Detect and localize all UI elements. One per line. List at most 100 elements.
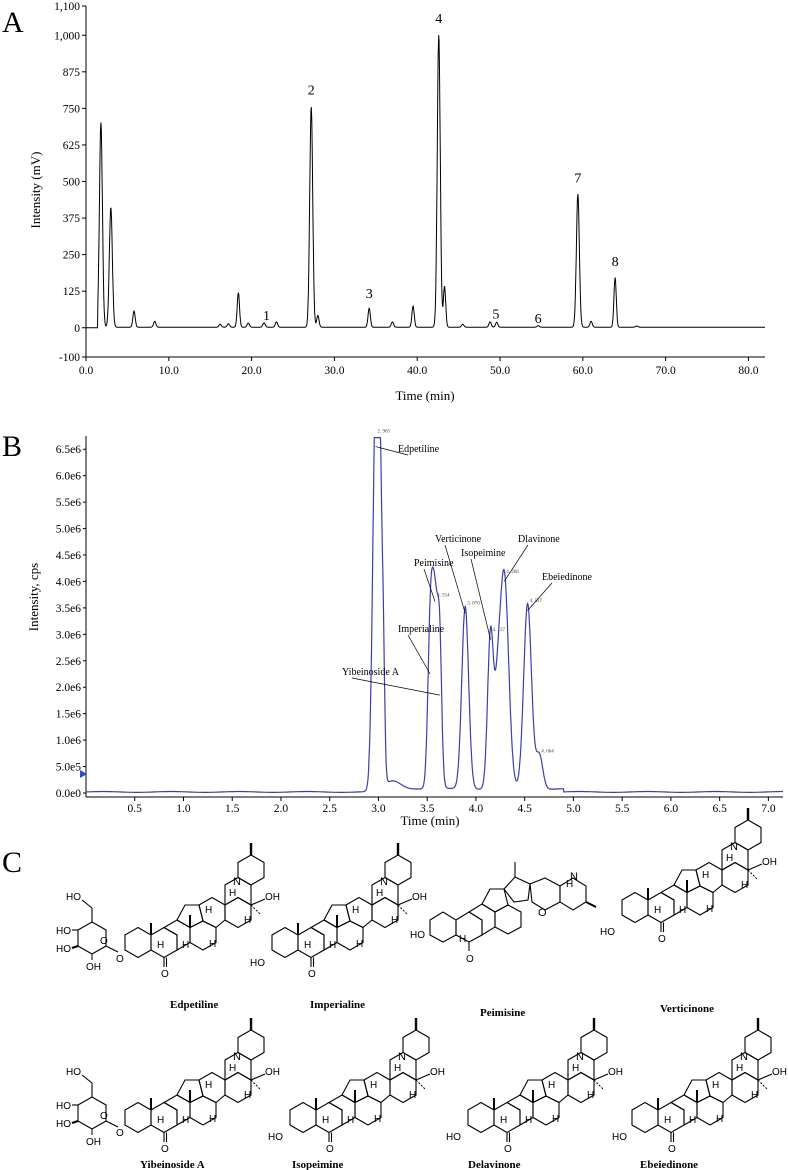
chart-b-annotation-leader — [527, 582, 553, 611]
structure-label-yibeinoside-a: Yibeinoside A — [140, 1159, 205, 1170]
chart-b-xtick-label: 3.0 — [371, 803, 386, 815]
chart-a-xtick-label: 60.0 — [573, 365, 593, 377]
chart-b-annotation-leader — [423, 568, 436, 602]
chart-b-xtick-label: 4.5 — [517, 803, 532, 815]
svg-text:N: N — [570, 871, 578, 883]
chart-b-annotation-label: Edpetiline — [398, 444, 440, 455]
chart-a-ytick-label: 625 — [63, 140, 81, 152]
structure-imperialine: HO Imperialine — [250, 841, 429, 1011]
chart-b-annotation-label: Dlavinone — [518, 534, 560, 545]
chart-b-xtick-label: 7.0 — [761, 803, 776, 815]
svg-text:HO: HO — [250, 958, 265, 969]
chart-b-xtick-label: 3.5 — [420, 803, 435, 815]
structure-edpetiline: O Edpetiline — [55, 841, 282, 1011]
chart-a-peak-label: 3 — [366, 287, 373, 302]
chart-b-ylabel: Intensity, cps — [26, 563, 41, 631]
chart-a-peak-label: 8 — [612, 255, 619, 270]
chart-a-xtick-label: 50.0 — [490, 365, 510, 377]
svg-text:HO: HO — [268, 1132, 283, 1143]
structure-verticinone: HO Verticinone — [600, 806, 779, 1015]
svg-text:O: O — [116, 1128, 124, 1139]
chart-b-peak-time: 3. 554 — [437, 594, 450, 599]
chart-b-annotation-leader — [470, 558, 491, 640]
chart-b-peak-time: 3. 870 — [467, 602, 480, 607]
chart-b-annotation-label: Isopeimine — [461, 548, 506, 559]
chart-b-annotation-leader — [351, 677, 440, 696]
svg-text:HO: HO — [410, 930, 425, 941]
chart-a-xtick-label: 40.0 — [407, 365, 427, 377]
chart-a-peak-label: 7 — [574, 171, 581, 186]
chart-b-ytick-label: 4.5e6 — [56, 550, 81, 562]
svg-text:H: H — [566, 879, 573, 890]
structure-label-isopeimine: Isopeimine — [292, 1159, 343, 1170]
structure-label-verticinone: Verticinone — [660, 1003, 714, 1015]
chart-a-ytick-label: 875 — [63, 67, 81, 79]
chart-b: 0.0e0 5.0e5 1.0e6 1.5e6 2.0e6 2.5e6 3.0e6 3.5e6… — [26, 430, 783, 828]
chart-b-annotation-label: Imperialine — [398, 624, 445, 635]
chart-b-ytick-label: 5.0e5 — [56, 762, 81, 774]
panel-label-b: B — [2, 430, 22, 463]
structure-label-delavinone: Delavinone — [468, 1159, 521, 1170]
chart-a-xtick-label: 80.0 — [738, 365, 758, 377]
structure-label-imperialine: Imperialine — [310, 999, 365, 1011]
chart-b-xtick-label: 1.0 — [176, 803, 191, 815]
structure-label-ebeiedinone: Ebeiedinone — [640, 1159, 698, 1170]
chart-a-ytick-label: 250 — [63, 250, 81, 262]
structure-ebeiedinone: HO Ebeiedinone — [612, 1016, 788, 1170]
chart-a-peak-label: 6 — [535, 312, 542, 327]
chart-b-annotation-leader — [503, 544, 529, 582]
chart-b-y-marker — [80, 770, 87, 778]
chart-a-ytick-label: -100 — [59, 352, 80, 364]
chart-a-peak-label: 5 — [492, 307, 499, 322]
chart-a-ytick-label: 375 — [63, 213, 81, 225]
chart-b-peak-time: 4. 137 — [493, 628, 506, 633]
chart-a-ytick-label: 1,100 — [54, 1, 80, 13]
chart-b-annotation-leader — [407, 634, 431, 675]
chart-a-trace — [86, 35, 765, 329]
chart-a-peak-label: 1 — [263, 309, 270, 324]
structure-isopeimine: HO Isopeimine — [268, 1016, 447, 1170]
chart-b-xtick-label: 1.5 — [225, 803, 240, 815]
svg-text:HO: HO — [600, 927, 615, 938]
chart-b-ytick-label: 6.5e6 — [56, 444, 81, 456]
chart-a-ytick-label: 1,000 — [54, 30, 80, 42]
chart-b-ytick-label: 2.0e6 — [56, 682, 81, 694]
chart-b-ytick-label: 6.0e6 — [56, 471, 81, 483]
chart-a-xtick-label: 30.0 — [324, 365, 344, 377]
chart-b-xtick-label: 4.0 — [469, 803, 484, 815]
chart-b-annotation-label: Ebeiedinone — [542, 572, 593, 583]
svg-text:O: O — [466, 954, 474, 965]
chart-b-trace — [86, 437, 783, 793]
chart-b-xtick-label: 5.0 — [566, 803, 581, 815]
chart-b-annotation-label: Peimisine — [414, 558, 454, 569]
structure-delavinone: HO Delavinone — [446, 1016, 625, 1170]
chart-a-peak-label: 4 — [435, 12, 442, 27]
chart-b-xtick-label: 6.0 — [664, 803, 679, 815]
chart-a-xtick-label: 10.0 — [159, 365, 179, 377]
chart-a-ytick-label: 0 — [74, 323, 80, 335]
chart-b-xtick-label: 6.5 — [712, 803, 727, 815]
chart-a-ytick-label: 500 — [63, 177, 81, 189]
chart-a-ytick-label: 125 — [63, 286, 81, 298]
chart-b-ytick-label: 0.0e0 — [56, 788, 81, 800]
chart-b-peak-time: 4. 664 — [541, 750, 554, 755]
svg-text:H: H — [459, 934, 466, 945]
chart-a-xtick-label: 70.0 — [656, 365, 676, 377]
svg-text:HO: HO — [612, 1132, 627, 1143]
svg-text:O: O — [116, 954, 124, 965]
chart-a-xtick-label: 20.0 — [242, 365, 262, 377]
chart-b-annotation-leader — [375, 446, 409, 456]
chart-b-xtick-label: 2.0 — [274, 803, 289, 815]
chart-b-xlabel: Time (min) — [400, 813, 459, 828]
chart-b-ytick-label: 3.0e6 — [56, 629, 81, 641]
chart-b-ytick-label: 2.5e6 — [56, 656, 81, 668]
structure-label-edpetiline: Edpetiline — [170, 999, 218, 1011]
chart-b-annotation-label: Yibeinoside A — [342, 667, 400, 678]
chart-b-ytick-label: 5.0e6 — [56, 524, 81, 536]
chart-a-peak-label: 2 — [308, 84, 315, 99]
chart-b-xtick-label: 0.5 — [128, 803, 143, 815]
structure-label-peimisine: Peimisine — [480, 1007, 525, 1019]
chart-a-ytick-label: 750 — [63, 103, 81, 115]
chart-b-annotation-label: Verticinone — [435, 534, 482, 545]
